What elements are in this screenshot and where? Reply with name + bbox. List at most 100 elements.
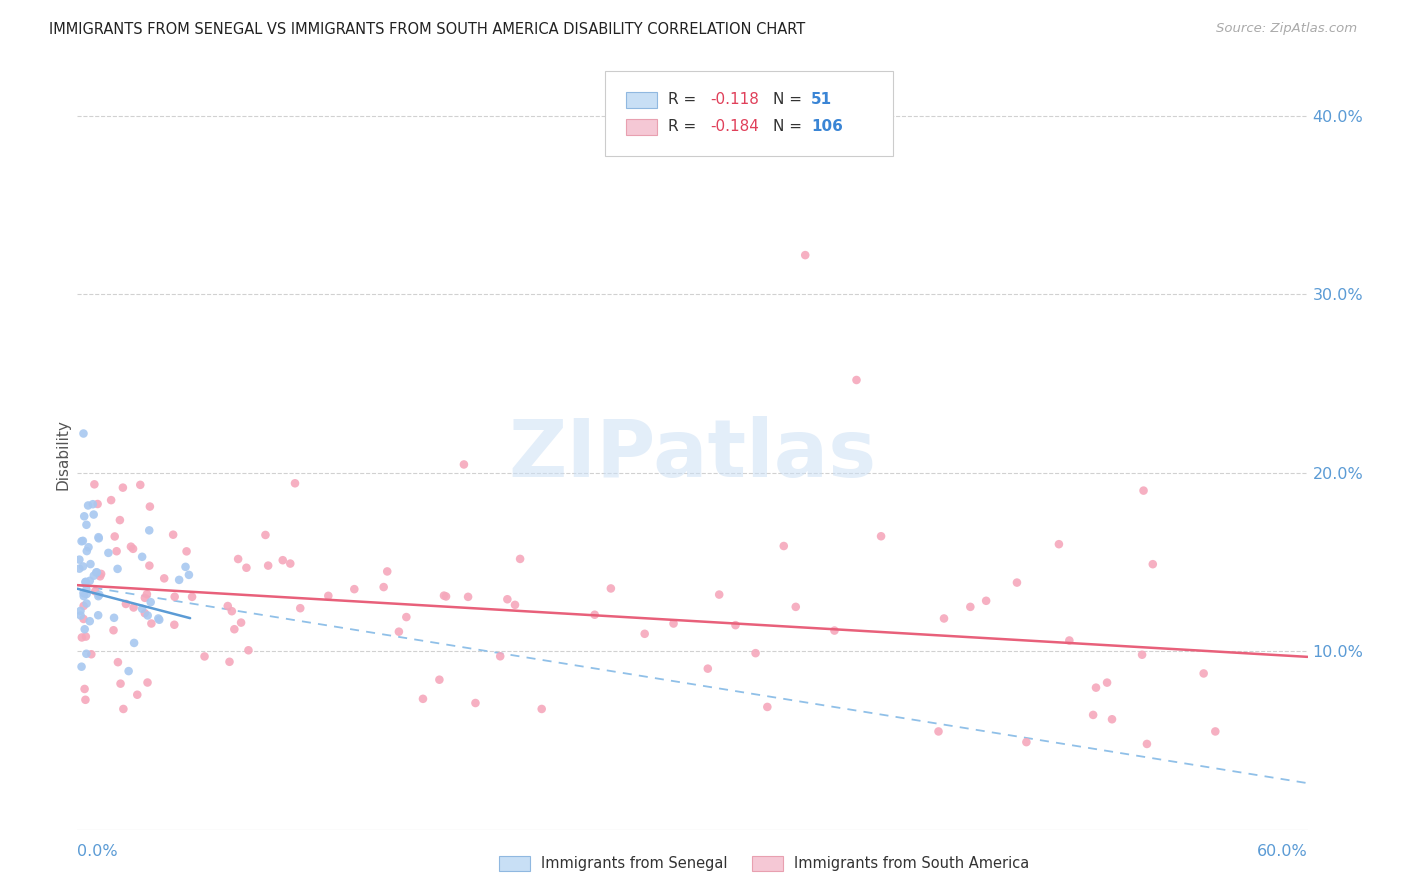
Point	[238, 643, 260, 657]
Point	[148, 613, 170, 627]
Text: R =: R =	[668, 93, 702, 107]
Point	[1015, 735, 1038, 749]
Point	[928, 724, 950, 739]
Point	[73, 681, 96, 696]
Point	[117, 664, 139, 678]
Point	[70, 534, 93, 549]
Point	[824, 624, 846, 638]
Point	[107, 655, 129, 669]
Text: R =: R =	[668, 120, 702, 134]
Point	[724, 618, 747, 632]
Point	[105, 544, 128, 558]
Point	[226, 552, 249, 566]
Point	[76, 587, 98, 601]
Point	[75, 582, 97, 597]
Point	[76, 597, 98, 611]
Point	[217, 599, 239, 613]
Point	[193, 649, 215, 664]
Point	[148, 611, 170, 625]
Point	[174, 559, 197, 574]
Point	[221, 604, 243, 618]
Point	[122, 636, 145, 650]
Point	[785, 599, 807, 614]
Point	[141, 616, 163, 631]
Point	[115, 597, 138, 611]
Point	[103, 624, 125, 638]
Point	[290, 601, 312, 615]
Point	[218, 655, 240, 669]
Point	[82, 497, 104, 511]
Point	[72, 426, 94, 441]
Point	[139, 500, 162, 514]
Point	[79, 614, 101, 628]
Point	[120, 540, 142, 554]
Point	[111, 481, 134, 495]
Point	[86, 497, 108, 511]
Point	[77, 499, 100, 513]
Text: -0.184: -0.184	[710, 120, 759, 134]
Point	[83, 477, 105, 491]
Point	[278, 557, 301, 571]
Text: 106: 106	[811, 120, 844, 134]
Point	[530, 702, 553, 716]
Point	[136, 608, 159, 623]
Point	[318, 589, 340, 603]
Point	[453, 458, 475, 472]
Point	[69, 604, 91, 618]
Point	[177, 567, 200, 582]
Point	[1204, 724, 1226, 739]
Point	[87, 530, 110, 544]
Point	[1081, 707, 1104, 722]
Point	[83, 568, 105, 582]
Point	[1192, 666, 1215, 681]
Point	[84, 566, 107, 580]
Point	[772, 539, 794, 553]
Point	[67, 561, 90, 575]
Text: N =: N =	[773, 93, 807, 107]
Point	[75, 647, 97, 661]
Point	[89, 569, 111, 583]
Point	[131, 601, 153, 615]
Text: -0.118: -0.118	[710, 93, 759, 107]
Point	[89, 588, 111, 602]
Point	[77, 540, 100, 554]
Point	[163, 590, 186, 604]
Point	[845, 373, 868, 387]
Point	[870, 529, 893, 543]
Point	[122, 600, 145, 615]
Point	[134, 591, 156, 605]
Point	[1085, 681, 1108, 695]
Point	[90, 566, 112, 581]
Point	[72, 533, 94, 548]
Point	[104, 529, 127, 543]
Point	[634, 627, 657, 641]
Text: Source: ZipAtlas.com: Source: ZipAtlas.com	[1216, 22, 1357, 36]
Point	[134, 606, 156, 620]
Point	[433, 589, 456, 603]
Text: 60.0%: 60.0%	[1257, 844, 1308, 859]
Point	[229, 615, 252, 630]
Point	[139, 595, 162, 609]
Text: 0.0%: 0.0%	[77, 844, 118, 859]
Point	[744, 646, 766, 660]
Point	[108, 513, 131, 527]
Point	[496, 592, 519, 607]
Point	[599, 582, 621, 596]
Point	[509, 552, 531, 566]
Point	[67, 552, 90, 566]
Point	[75, 517, 97, 532]
Point	[794, 248, 817, 262]
Text: Immigrants from Senegal: Immigrants from Senegal	[541, 856, 728, 871]
Point	[70, 631, 93, 645]
Point	[412, 691, 434, 706]
Point	[434, 590, 457, 604]
Point	[503, 598, 526, 612]
Point	[162, 527, 184, 541]
Point	[254, 528, 277, 542]
Text: N =: N =	[773, 120, 807, 134]
Point	[959, 599, 981, 614]
Point	[176, 544, 198, 558]
Point	[73, 622, 96, 636]
Point	[76, 544, 98, 558]
Point	[1136, 737, 1159, 751]
